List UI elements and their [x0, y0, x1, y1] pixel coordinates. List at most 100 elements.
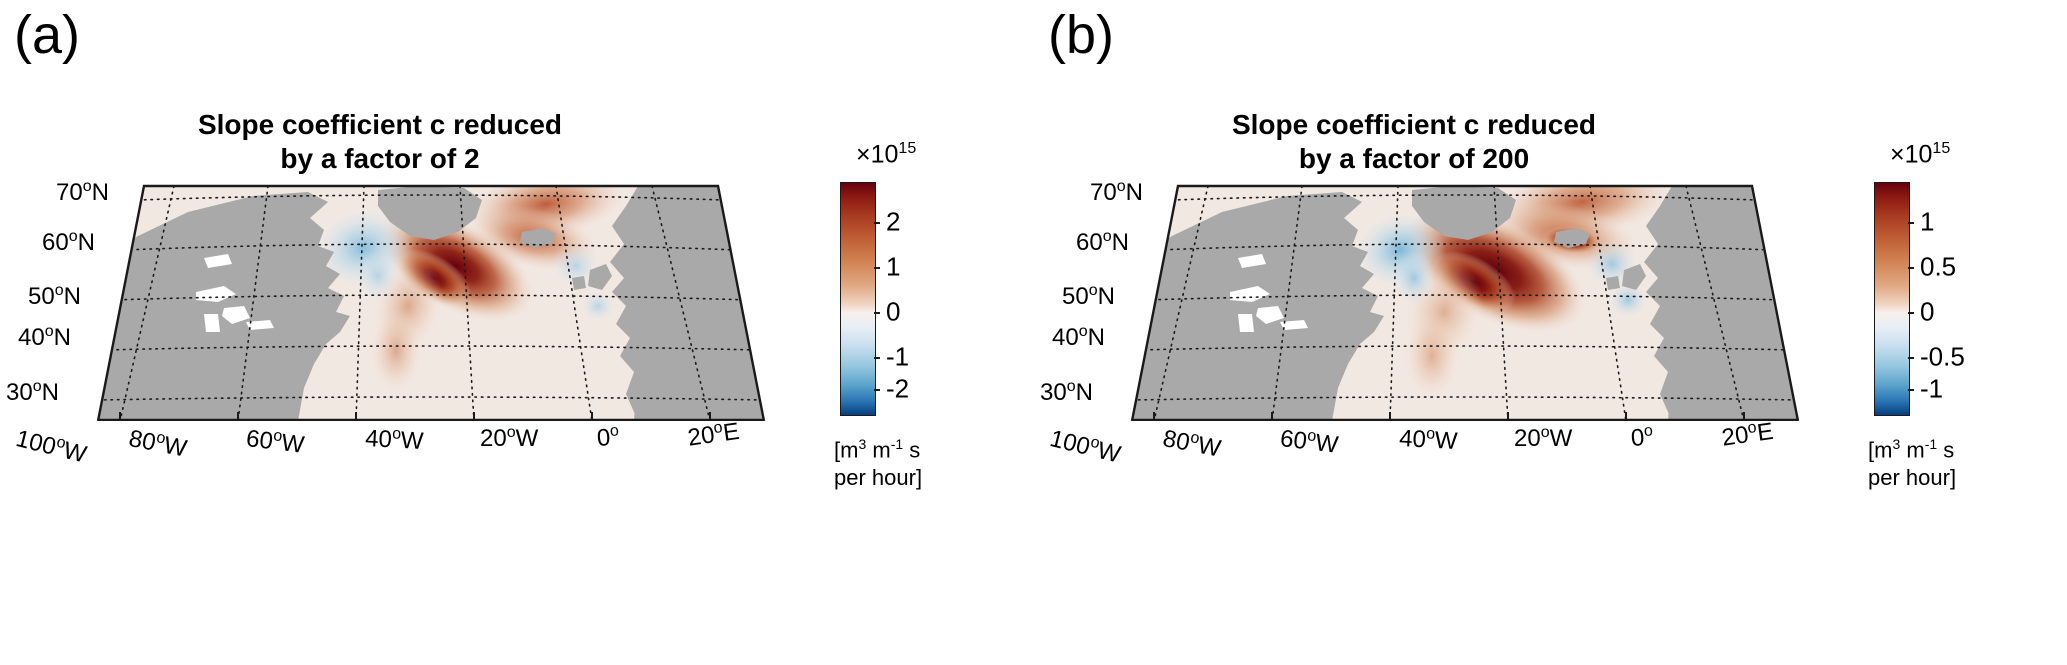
colorbar-tick-a-4: [874, 389, 880, 391]
map-frame-a: [96, 184, 766, 421]
lon-label-b-20E: 20oE: [1720, 417, 1776, 452]
colorbar-label-a-2: 0: [886, 296, 901, 327]
meridian-40W: [459, 186, 475, 421]
land-masses-b: [1132, 186, 1798, 421]
anomaly-labrador-tail: [356, 250, 400, 302]
colorbar-label-a-0: 2: [886, 206, 901, 237]
anomaly-subpolar-max: [377, 209, 535, 323]
colorbar-tick-b-1: [1908, 267, 1914, 269]
map-svg-a: [96, 184, 766, 421]
colorbar-multiplier-exponent-a: 15: [898, 140, 917, 157]
colorbar-tick-a-1: [874, 267, 880, 269]
graticule-parallels-a: [98, 194, 764, 401]
colorbar-units-a-line2: per hour]: [834, 465, 923, 491]
panel-b-title: Slope coefficient c reduced by a factor …: [1114, 108, 1714, 176]
lake-huron: [222, 306, 250, 324]
lon-label-40W: 40oW: [364, 424, 425, 456]
anomaly-subtropical-weak: [370, 309, 422, 393]
lat-label-b-40N: 40oN: [1052, 323, 1105, 351]
lat-label-60N: 60oN: [42, 228, 95, 256]
colorbar-multiplier-exponent-b: 15: [1932, 140, 1951, 157]
colorbar-label-b-3: -0.5: [1920, 341, 1965, 372]
anomaly-b-biscay-negative: [1608, 282, 1648, 318]
lake-b-erie: [1280, 320, 1308, 330]
colorbar-units-b: [m3 m-1 s per hour]: [1868, 430, 1956, 492]
colorbar-gradient-a[interactable]: [840, 182, 876, 416]
anomaly-biscay-negative: [580, 290, 616, 322]
parallel-30N: [98, 396, 764, 401]
lake-erie: [246, 320, 274, 330]
lon-label-0: 0o: [596, 422, 620, 452]
colorbar-tick-b-2: [1908, 312, 1914, 314]
lat-label-70N: 70oN: [56, 178, 109, 206]
map-bottom-ticks-b: [1153, 412, 1745, 420]
graticule-meridians-b: [1153, 186, 1745, 421]
panel-a: (a) Slope coefficient c reduced by a fac…: [0, 0, 1033, 665]
colorbar-tick-a-3: [874, 357, 880, 359]
lat-label-30N: 30oN: [6, 378, 59, 406]
land-b-iceland: [1554, 228, 1590, 248]
colorbar-label-a-3: -1: [886, 341, 910, 372]
lake-hudson-bay-inlet: [204, 254, 232, 268]
map-frame-b: [1130, 184, 1800, 421]
parallel-b-30N: [1132, 396, 1798, 401]
lat-label-b-50N: 50oN: [1062, 282, 1115, 310]
colorbar-label-b-0: 1: [1920, 206, 1935, 237]
colorbar-multiplier-prefix-b: ×10: [1890, 140, 1933, 169]
anomaly-rockall-negative: [552, 244, 600, 288]
lake-michigan: [204, 314, 220, 332]
land-great-britain: [588, 264, 612, 290]
anomaly-b-subtropical-weak: [1404, 312, 1460, 400]
land-masses-a: [98, 186, 764, 421]
land-b-greenland: [1412, 186, 1516, 240]
panel-b-title-line2: by a factor of 200: [1298, 143, 1530, 174]
colorbar-multiplier-prefix-a: ×10: [856, 140, 899, 169]
land-greenland: [378, 186, 482, 240]
land-b-great-britain: [1622, 264, 1646, 290]
parallel-b-40N: [1137, 345, 1793, 351]
lon-label-100W: 100oW: [13, 424, 90, 469]
colorbar-units-a-line1: [m3 m-1 s: [834, 436, 921, 463]
land-b-northwest-africa: [1668, 356, 1798, 421]
colorbar-gradient-b[interactable]: [1874, 182, 1910, 416]
land-b-ireland: [1606, 276, 1620, 290]
lake-b-michigan: [1238, 314, 1254, 332]
parallel-b-50N: [1145, 294, 1785, 301]
lon-label-60W: 60oW: [244, 424, 306, 459]
meridian-b-80W: [1271, 186, 1303, 421]
land-north-america: [98, 192, 350, 421]
colorbar-units-b-line1: [m3 m-1 s: [1868, 436, 1955, 463]
panel-b-title-line1: Slope coefficient c reduced: [1231, 109, 1597, 140]
great-lakes-b: [1230, 254, 1308, 332]
map-field-b: [1132, 186, 1798, 421]
lon-label-b-20W: 20oW: [1514, 424, 1573, 452]
meridian-b-40W: [1493, 186, 1509, 421]
lake-b-hudson-inlet: [1238, 254, 1266, 268]
meridian-0: [651, 186, 711, 421]
land-b-north-america: [1132, 192, 1384, 421]
meridian-b-100W: [1153, 186, 1209, 421]
graticule-meridians-a: [119, 186, 711, 421]
colorbar-units-a: [m3 m-1 s per hour]: [834, 430, 922, 492]
lat-label-b-60N: 60oN: [1076, 228, 1129, 256]
lat-label-b-30N: 30oN: [1040, 378, 1093, 406]
land-ireland: [572, 276, 586, 290]
lake-b-superior: [1230, 286, 1270, 302]
colorbar-label-b-1: 0.5: [1920, 251, 1957, 282]
land-northwest-africa: [634, 356, 764, 421]
lake-b-huron: [1256, 306, 1284, 324]
meridian-80W: [237, 186, 269, 421]
colorbar-tick-b-3: [1908, 357, 1914, 359]
lat-label-b-70N: 70oN: [1090, 178, 1143, 206]
meridian-100W: [119, 186, 175, 421]
meridian-60W: [355, 186, 365, 421]
lon-label-b-80W: 80oW: [1160, 424, 1224, 463]
lon-label-20E: 20oE: [686, 417, 742, 452]
parallel-60N: [123, 243, 739, 251]
colorbar-tick-a-0: [874, 222, 880, 224]
panel-a-title-line2: by a factor of 2: [280, 143, 480, 174]
lon-label-b-60W: 60oW: [1278, 424, 1340, 459]
lat-label-40N: 40oN: [18, 323, 71, 351]
map-field-a: [98, 186, 764, 421]
graticule-parallels-b: [1132, 194, 1798, 401]
